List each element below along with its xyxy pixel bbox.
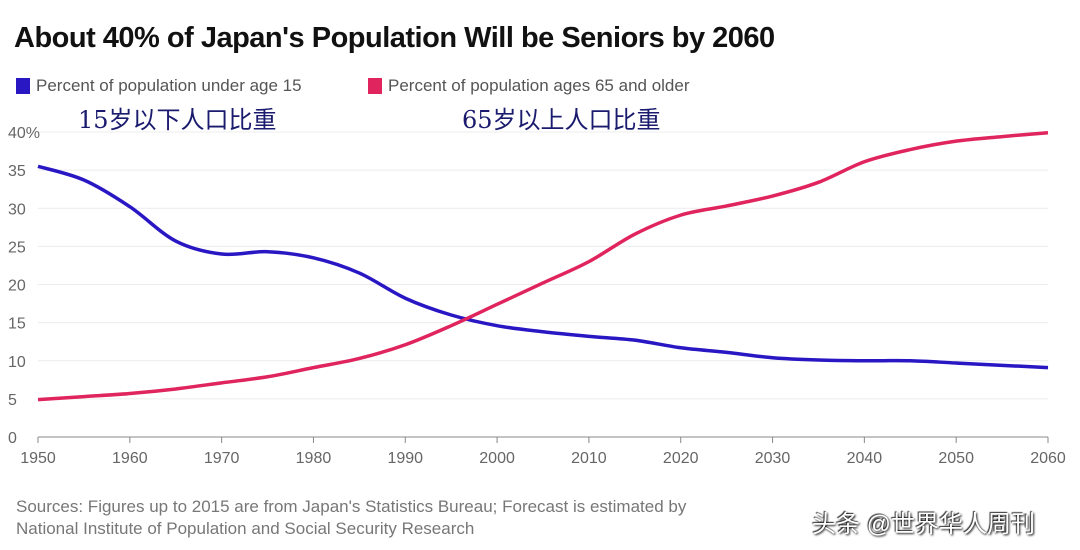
y-tick-label: 5 <box>8 392 17 409</box>
legend-item-65-plus: Percent of population ages 65 and older <box>368 76 690 96</box>
y-tick-label: 0 <box>8 430 17 447</box>
source-note: Sources: Figures up to 2015 are from Jap… <box>16 496 686 540</box>
source-line: National Institute of Population and Soc… <box>16 519 475 538</box>
x-tick-label: 2010 <box>571 450 607 467</box>
series-line-under-15 <box>37 164 1049 370</box>
legend-swatch <box>16 78 30 94</box>
x-tick-label: 1980 <box>296 450 332 467</box>
y-tick-label: 10 <box>8 354 26 371</box>
annotation-under-15: 15岁以下人口比重 <box>78 106 277 134</box>
y-tick-label: 40% <box>8 125 40 142</box>
x-tick-label: 2040 <box>847 450 883 467</box>
legend-label: Percent of population ages 65 and older <box>388 76 690 95</box>
legend-label: Percent of population under age 15 <box>36 76 302 95</box>
y-tick-label: 20 <box>8 278 26 295</box>
chart-title: About 40% of Japan's Population Will be … <box>14 22 775 54</box>
watermark: 头条 @世界华人周刊 <box>812 511 1036 538</box>
legend-swatch <box>368 78 382 94</box>
source-line: Sources: Figures up to 2015 are from Jap… <box>16 497 687 516</box>
x-tick-label: 2050 <box>938 450 974 467</box>
y-tick-label: 15 <box>8 316 26 333</box>
x-tick-label: 1960 <box>112 450 148 467</box>
y-tick-label: 25 <box>8 239 26 256</box>
x-tick-label: 2020 <box>663 450 699 467</box>
x-tick-label: 2060 <box>1030 450 1066 467</box>
y-tick-label: 35 <box>8 163 26 180</box>
legend-item-under-15: Percent of population under age 15 <box>16 76 302 96</box>
x-tick-label: 2000 <box>479 450 515 467</box>
x-tick-label: 1990 <box>387 450 423 467</box>
x-tick-label: 2030 <box>755 450 791 467</box>
x-tick-label: 1970 <box>204 450 240 467</box>
x-tick-label: 1950 <box>20 450 56 467</box>
y-tick-label: 30 <box>8 201 26 218</box>
annotation-65-plus: 65岁以上人口比重 <box>462 106 661 134</box>
